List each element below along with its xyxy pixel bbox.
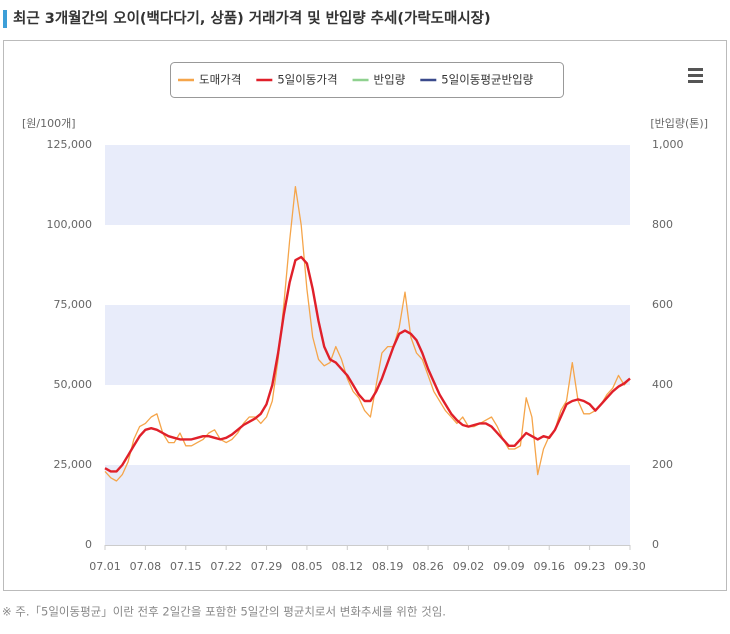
x-tick-label: 09.09 [493,560,525,573]
legend-label: 5일이동가격 [277,73,337,87]
y-axis-label: [원/100개] [22,117,76,130]
x-tick-label: 09.23 [574,560,606,573]
x-tick-label: 08.19 [372,560,404,573]
x-tick-label: 09.30 [614,560,646,573]
menu-icon[interactable] [688,68,703,83]
x-tick-label: 08.12 [332,560,364,573]
legend-label: 도매가격 [199,73,241,87]
series-line [104,185,631,482]
footnote: ※ 주.「5일이동평균」이란 전후 2일간을 포함한 5일간의 평균치로서 변화… [2,605,446,619]
x-tick-label: 09.02 [453,560,485,573]
y2-tick-label: 1,000 [652,138,684,151]
y2-tick-label: 200 [652,458,673,471]
plot-background [105,145,630,545]
y-tick-label: 0 [85,538,92,551]
x-tick-label: 07.08 [130,560,162,573]
x-tick-label: 07.29 [251,560,283,573]
x-tick-label: 09.16 [533,560,565,573]
y2-tick-label: 800 [652,218,673,231]
y-tick-label: 125,000 [47,138,93,151]
y2-axis-label: [반입량(톤)] [650,117,708,130]
x-tick-label: 08.26 [412,560,444,573]
x-tick-label: 07.15 [170,560,202,573]
x-tick-label: 07.22 [210,560,242,573]
legend-label: 반입량 [374,73,406,87]
grid-band [105,465,630,545]
x-tick-label: 07.01 [89,560,121,573]
series-line [104,255,631,473]
y-tick-label: 50,000 [54,378,93,391]
y-tick-label: 75,000 [54,298,93,311]
chart-title: 최근 3개월간의 오이(백다다기, 상품) 거래가격 및 반입량 추세(가락도매… [13,9,491,27]
x-tick-label: 08.05 [291,560,323,573]
y-tick-label: 100,000 [47,218,93,231]
title-bar [3,10,7,28]
chart-frame [3,40,727,591]
grid-band [105,305,630,385]
y-tick-label: 25,000 [54,458,93,471]
grid-band [105,145,630,225]
legend-label: 5일이동평균반입량 [441,73,533,87]
y2-tick-label: 0 [652,538,659,551]
y2-tick-label: 400 [652,378,673,391]
y2-tick-label: 600 [652,298,673,311]
